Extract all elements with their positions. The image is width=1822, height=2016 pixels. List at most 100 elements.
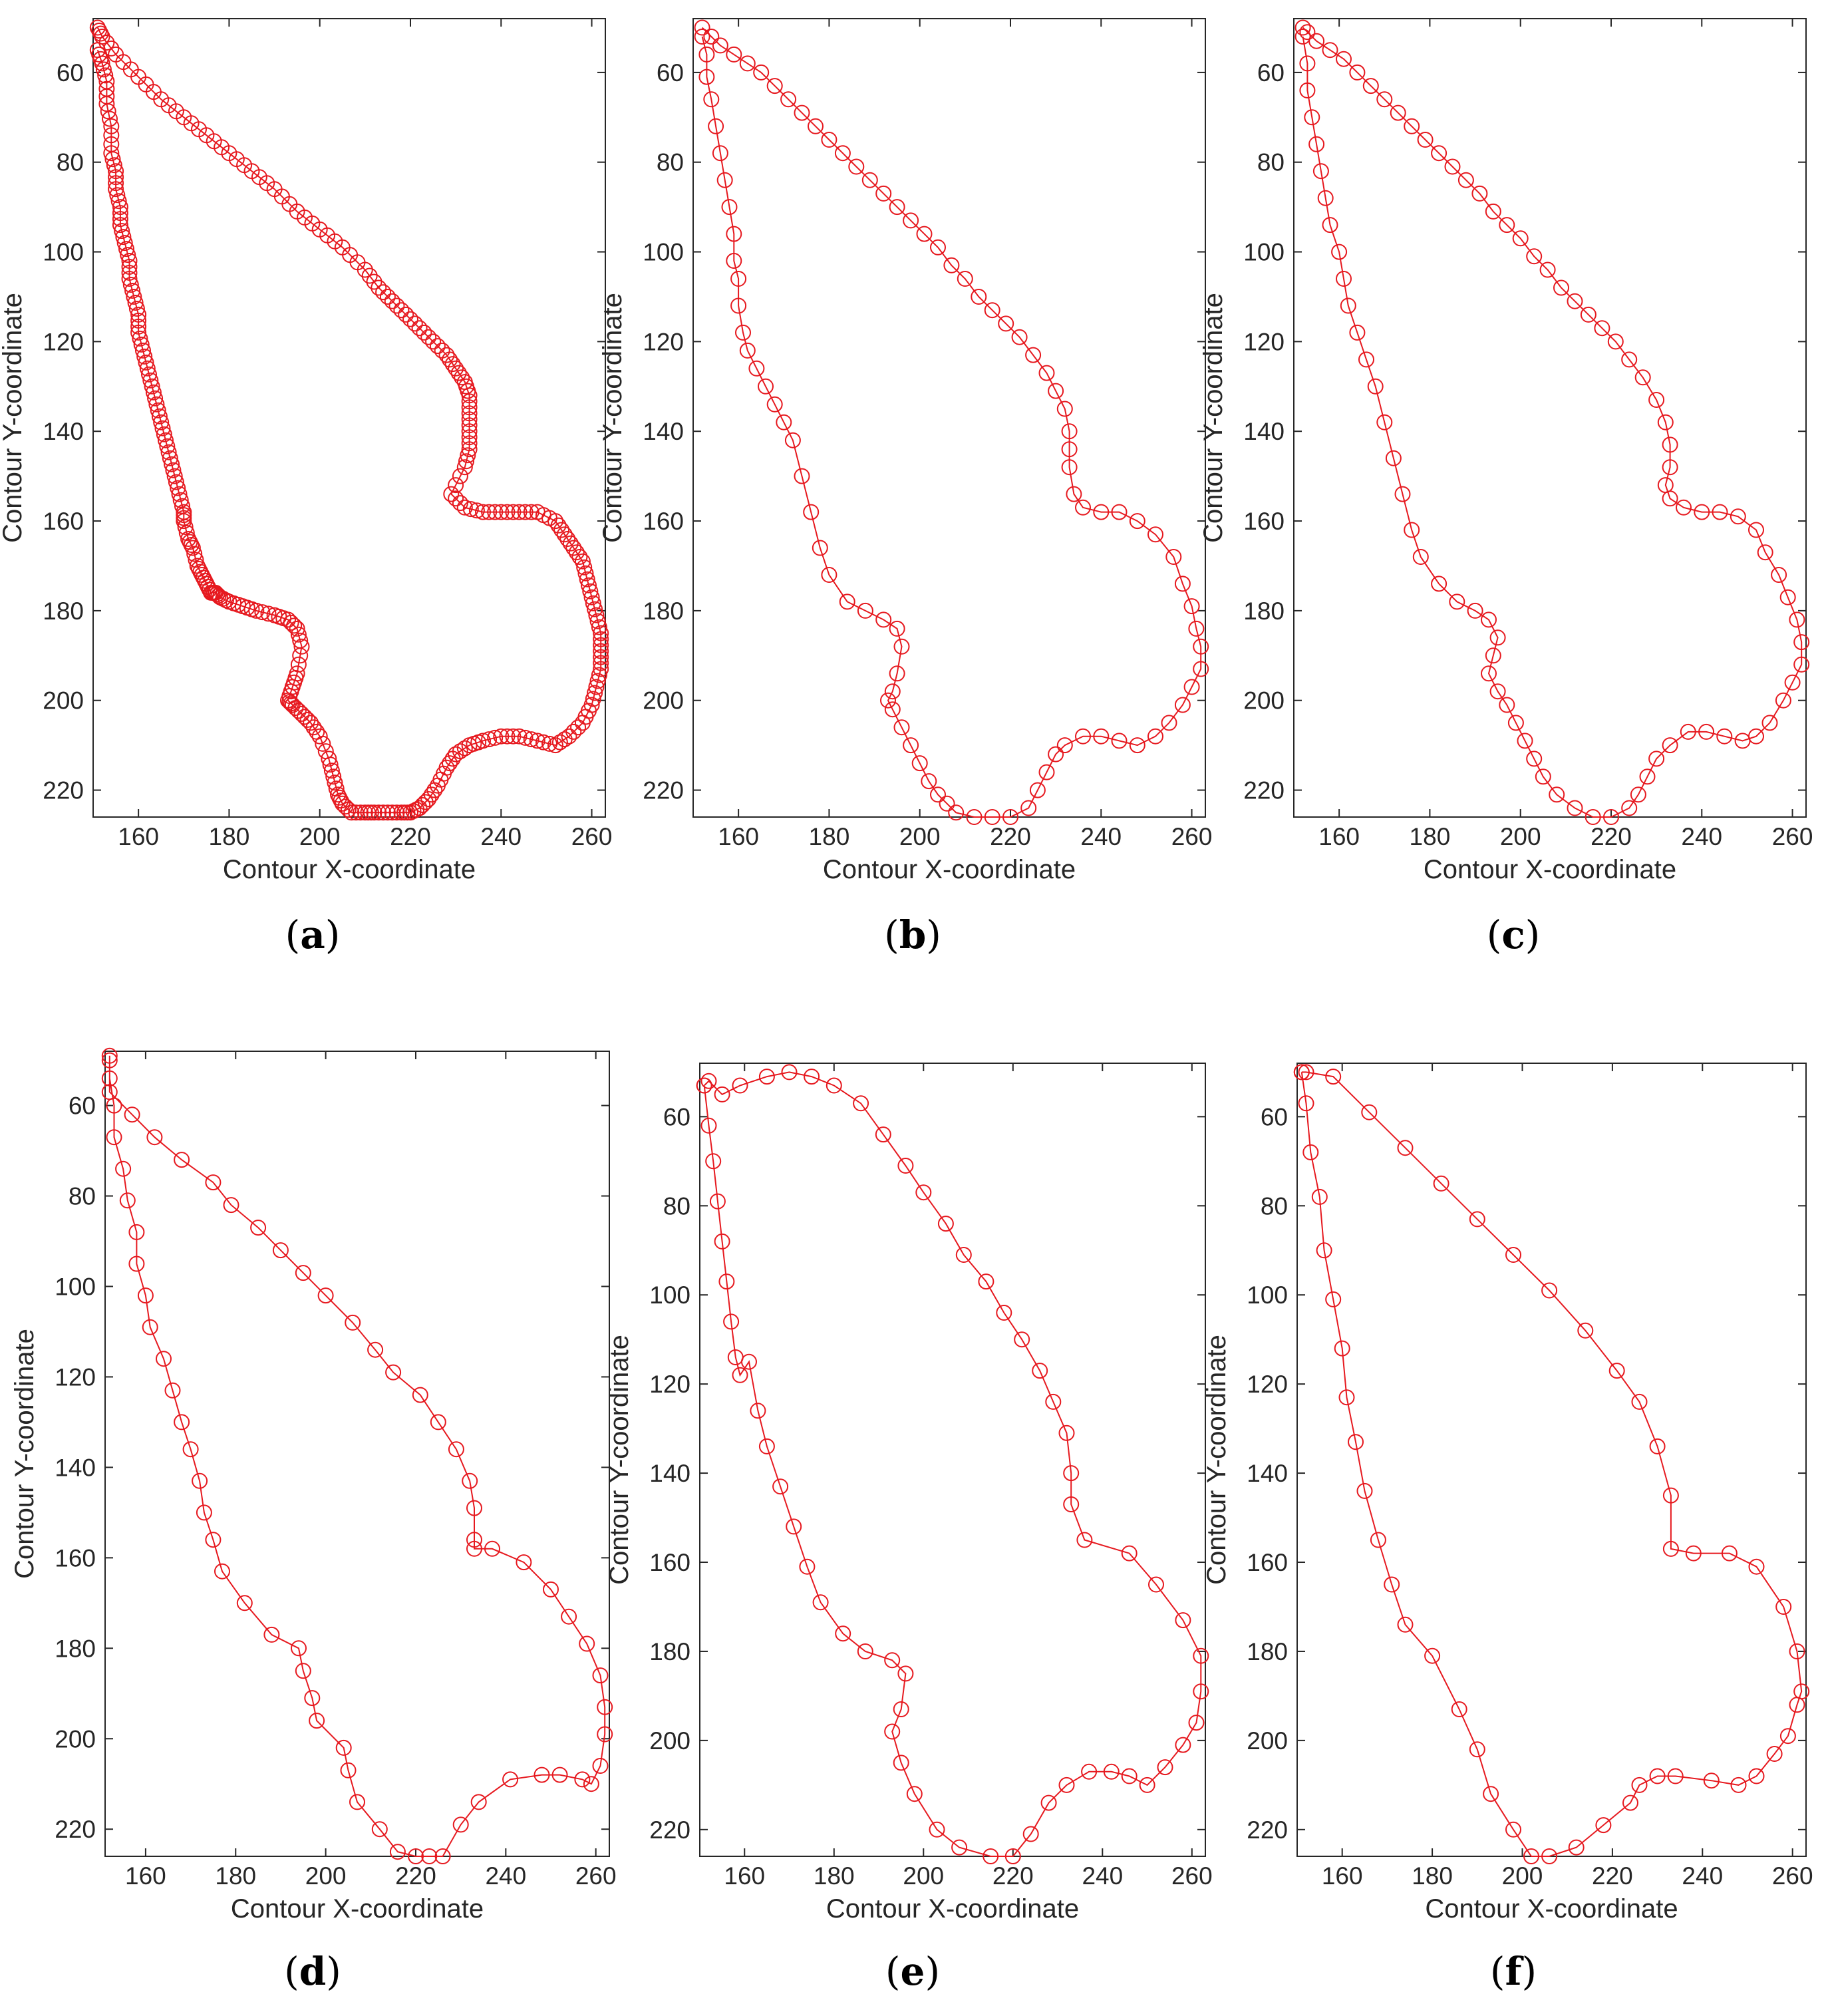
contour-point — [593, 625, 609, 641]
x-axis-title: Contour X-coordinate — [231, 1894, 484, 1924]
contour-point — [712, 37, 728, 54]
contour-point — [325, 768, 342, 785]
contour-point — [94, 55, 110, 72]
contour-point — [443, 486, 460, 502]
contour-point — [1404, 522, 1420, 538]
contour-point — [966, 809, 983, 825]
contour-point — [1657, 414, 1674, 430]
contour-point — [703, 29, 720, 45]
y-tick-label: 180 — [1247, 1638, 1288, 1665]
contour-point — [1175, 1737, 1191, 1753]
contour-point — [726, 226, 742, 242]
y-tick-label: 60 — [57, 59, 84, 86]
contour-point — [151, 408, 168, 424]
contour-point — [104, 151, 121, 168]
contour-point — [593, 637, 609, 653]
contour-point — [118, 241, 134, 257]
contour-point — [1298, 1095, 1314, 1112]
contour-point — [110, 193, 127, 210]
contour-point — [133, 336, 150, 353]
contour-point — [835, 1625, 851, 1642]
x-tick-label: 220 — [990, 823, 1031, 850]
contour-point — [593, 631, 609, 647]
contour-point — [593, 655, 609, 671]
contour-point — [1121, 1545, 1138, 1562]
contour-line — [703, 1071, 1202, 1857]
contour-point — [780, 91, 797, 108]
contour-point — [978, 1273, 994, 1290]
contour-point — [371, 279, 387, 296]
contour-point — [1011, 329, 1028, 345]
contour-point — [130, 318, 147, 335]
contour-point — [438, 347, 455, 363]
contour-point — [505, 504, 522, 520]
contour-point — [582, 583, 599, 599]
contour-point — [448, 490, 464, 507]
contour-point — [130, 312, 147, 329]
contour-point — [303, 715, 319, 731]
contour-point — [137, 1287, 154, 1304]
contour-point — [1526, 751, 1543, 767]
contour-point — [168, 474, 184, 490]
contour-point — [100, 103, 116, 120]
contour-point — [1721, 1545, 1738, 1562]
contour-point — [1174, 576, 1191, 592]
contour-point — [121, 265, 138, 281]
panel-f: 160 180 200 220 240 260 60 80 100 120 140 160 180 200… — [1202, 1063, 1813, 1994]
y-axis-title: Contour Y-coordinate — [10, 1329, 39, 1579]
contour-point — [139, 360, 156, 377]
contour-point — [585, 691, 601, 707]
contour-point — [142, 1319, 158, 1335]
contour-point — [875, 611, 892, 628]
contour-point — [153, 414, 170, 430]
y-tick-label: 80 — [1257, 149, 1285, 176]
contour-point — [166, 468, 183, 484]
contour-point — [597, 1726, 613, 1743]
contour-point — [1348, 1434, 1364, 1450]
contour-point — [551, 734, 568, 751]
contour-point — [461, 417, 478, 434]
contour-point — [481, 504, 498, 520]
contour-point — [1793, 1683, 1810, 1700]
contour-point — [884, 1723, 901, 1740]
contour-point — [250, 1220, 267, 1236]
contour-point — [124, 1106, 140, 1123]
contour-point — [1045, 1393, 1062, 1410]
contour-point — [466, 1500, 482, 1516]
y-tick-label: 120 — [43, 328, 84, 355]
x-tick-label: 220 — [992, 1862, 1034, 1890]
contour-point — [423, 786, 440, 803]
contour-point — [103, 40, 120, 57]
contour-point — [1779, 589, 1796, 605]
contour-point — [1129, 737, 1145, 754]
contour-point — [1349, 324, 1366, 341]
x-axis-title: Contour X-coordinate — [826, 1894, 1079, 1924]
contour-point — [108, 169, 124, 186]
contour-point — [1789, 1643, 1805, 1659]
contour-point — [321, 751, 337, 767]
contour-point — [1779, 1728, 1796, 1745]
contour-point — [1433, 1175, 1449, 1192]
contour-point — [1607, 333, 1624, 350]
contour-point — [335, 1739, 352, 1756]
contour-point — [753, 64, 770, 81]
contour-point — [450, 365, 467, 381]
contour-point — [164, 1382, 181, 1399]
contour-point — [119, 1192, 136, 1209]
contour-point — [384, 293, 400, 309]
contour-point — [1302, 1144, 1319, 1160]
contour-point — [591, 619, 607, 635]
contour-point — [694, 29, 710, 45]
contour-point — [703, 91, 720, 108]
contour-point — [121, 271, 138, 287]
contour-point — [160, 444, 177, 460]
contour-point — [280, 611, 296, 628]
contour-point — [587, 601, 603, 617]
y-tick-label: 140 — [43, 418, 84, 445]
contour-point — [371, 804, 387, 821]
contour-point — [1148, 1576, 1164, 1593]
contour-point — [593, 649, 609, 665]
x-tick-label: 260 — [1772, 1862, 1813, 1890]
contour-point — [192, 1472, 208, 1489]
contour-point — [1469, 1211, 1485, 1228]
